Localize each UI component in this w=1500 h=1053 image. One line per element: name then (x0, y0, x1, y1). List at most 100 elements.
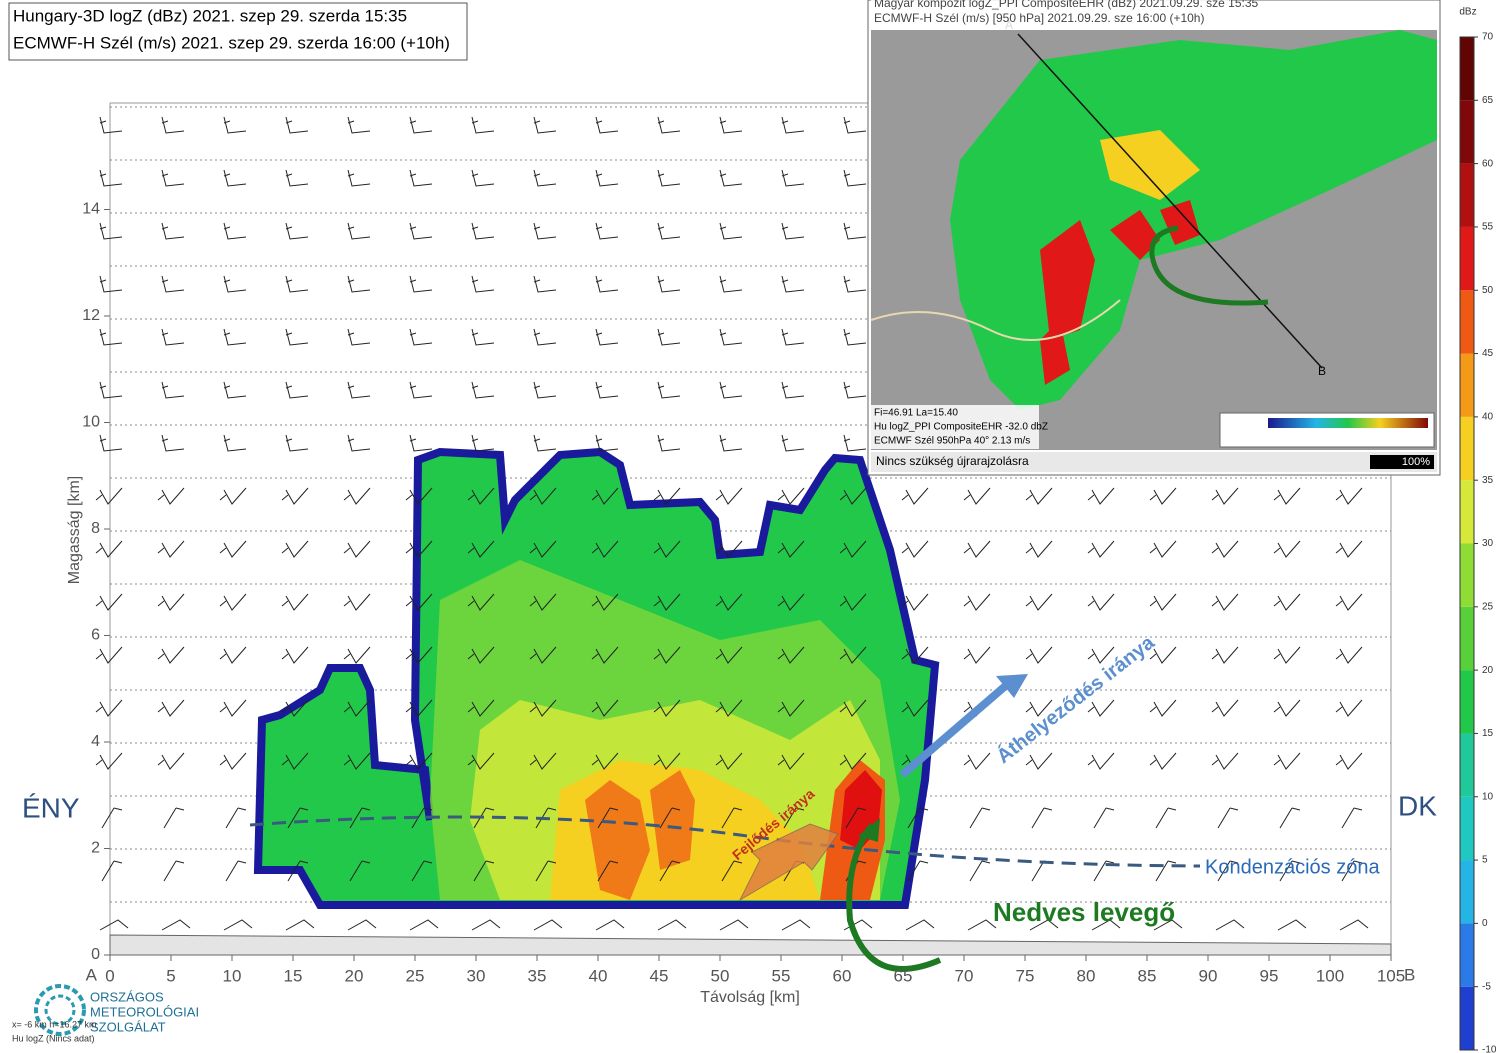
wind-barb (839, 699, 867, 717)
wind-barb (281, 540, 309, 558)
y-tick-label: 12 (82, 307, 100, 324)
wind-barb (347, 275, 371, 293)
x-tick-label: 15 (284, 966, 303, 985)
wind-barb (157, 752, 185, 770)
logo-text: METEOROLÓGIAI (90, 1004, 199, 1019)
wind-barb (657, 275, 681, 293)
wind-barb (411, 860, 433, 882)
wind-barb (99, 919, 129, 931)
wind-barb (347, 222, 371, 240)
wind-barb (1279, 860, 1301, 882)
wind-barb (1149, 646, 1177, 664)
wind-barb (223, 919, 253, 931)
wind-barb (591, 699, 619, 717)
wind-barb (843, 275, 867, 293)
wind-barb (285, 919, 315, 931)
wind-barb (1031, 807, 1053, 829)
x-tick-label: 60 (833, 966, 852, 985)
wind-barb (901, 487, 929, 505)
wind-barb (1273, 646, 1301, 664)
wind-barb (219, 699, 247, 717)
wind-barb (845, 807, 867, 829)
wind-barb (657, 222, 681, 240)
wind-barb (839, 752, 867, 770)
wind-barb (1217, 807, 1239, 829)
wind-barb (901, 699, 929, 717)
wind-barb (1273, 487, 1301, 505)
wind-barb (715, 699, 743, 717)
wind-barb (1273, 752, 1301, 770)
wind-barb (839, 593, 867, 611)
wind-barb (843, 116, 867, 134)
wind-barb (781, 275, 805, 293)
wind-barb (907, 807, 929, 829)
inset-title: Magyar kompozit logZ_PPI CompositeEHR (d… (874, 0, 1259, 10)
wind-barb (157, 646, 185, 664)
colorbar-segment (1460, 353, 1474, 417)
wind-barb (285, 381, 309, 399)
x-tick-label: 80 (1077, 966, 1096, 985)
wind-barb (1279, 807, 1301, 829)
inset-status: Nincs szükség újrarajzolásra (876, 454, 1029, 468)
wind-barb (409, 222, 433, 240)
wind-barb (157, 487, 185, 505)
wind-barb (719, 381, 743, 399)
wind-barb (1217, 860, 1239, 882)
wind-barb (653, 699, 681, 717)
wind-barb (95, 752, 123, 770)
wind-barb (405, 540, 433, 558)
wind-barb (223, 381, 247, 399)
wind-barb (657, 381, 681, 399)
wind-barb (163, 807, 185, 829)
wind-barb (1273, 699, 1301, 717)
wind-barb (347, 328, 371, 346)
inset-statusbar (871, 452, 1437, 472)
wind-barb (839, 646, 867, 664)
inset-echo (1040, 320, 1070, 385)
wind-barb (843, 328, 867, 346)
wind-barb (409, 169, 433, 187)
wind-barb (839, 487, 867, 505)
wind-barb (285, 434, 309, 452)
wind-barb (1211, 487, 1239, 505)
wind-barb (467, 487, 495, 505)
wind-barb (99, 328, 123, 346)
wind-barb (597, 860, 619, 882)
wind-barb (343, 540, 371, 558)
wind-barb (967, 919, 997, 931)
colorbar-segment (1460, 606, 1474, 671)
wind-barb (597, 807, 619, 829)
wind-barb (781, 434, 805, 452)
wind-barb (343, 699, 371, 717)
y-tick-label: 6 (91, 627, 100, 644)
inset-legend-bar (1268, 418, 1428, 428)
wind-barb (591, 487, 619, 505)
wind-barb (1149, 593, 1177, 611)
movement-arrow (899, 678, 1013, 779)
wind-barb (653, 593, 681, 611)
wind-barb (219, 487, 247, 505)
wind-barb (1339, 919, 1369, 931)
wind-barb (347, 116, 371, 134)
wind-barb (1087, 487, 1115, 505)
wind-barb (595, 919, 625, 931)
wind-barb (657, 919, 687, 931)
wind-barb (343, 487, 371, 505)
wind-barb (529, 540, 557, 558)
x-tick-label: 85 (1138, 966, 1157, 985)
wind-barb (161, 434, 185, 452)
logo-text: SZOLGÁLAT (90, 1019, 166, 1034)
wind-barb (1215, 919, 1245, 931)
colorbar-segment (1460, 860, 1474, 924)
colorbar-segment (1460, 796, 1474, 861)
wind-barb (533, 275, 557, 293)
wind-barb (843, 381, 867, 399)
colorbar-tick-label: 70 (1482, 32, 1494, 43)
colorbar-tick-label: 15 (1482, 728, 1494, 739)
wind-barb (777, 699, 805, 717)
wind-barb (1155, 807, 1177, 829)
wind-barb (467, 752, 495, 770)
wind-barb (101, 807, 123, 829)
header-box (8, 2, 468, 61)
